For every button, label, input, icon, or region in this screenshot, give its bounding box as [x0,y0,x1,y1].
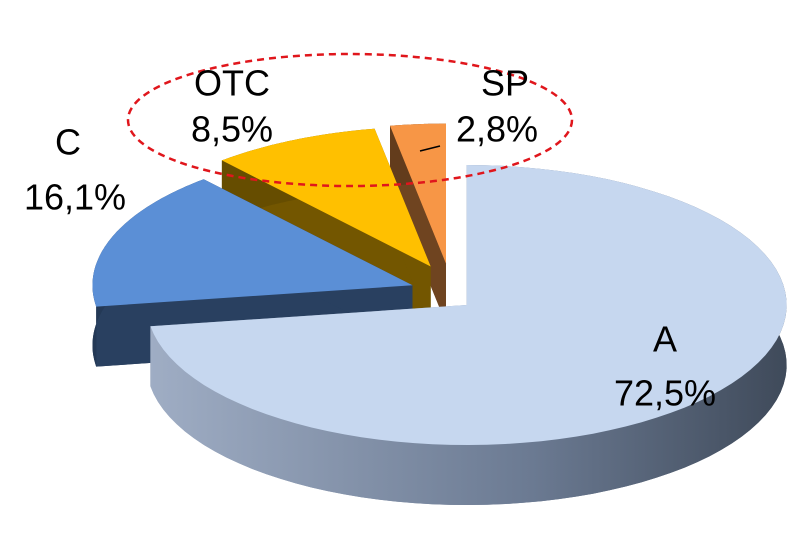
slice [390,123,446,264]
slice-value: 72,5% [614,373,716,414]
slice [92,179,413,307]
highlight-ellipse [126,52,574,188]
slice-name: A [653,319,677,360]
leader-line [419,145,441,152]
slice-value: 2,8% [456,109,538,150]
slice-value: 8,5% [191,109,273,150]
slice [150,165,787,445]
labels: A 72,5% C 16,1% OTC 8,5% SP 2,8% [24,63,716,414]
slice-name: SP [481,63,529,104]
slice-value: 16,1% [24,177,126,218]
slice-tops [92,123,787,445]
slice-name: OTC [194,63,270,104]
slice-name: C [55,122,81,163]
slice [221,128,431,267]
